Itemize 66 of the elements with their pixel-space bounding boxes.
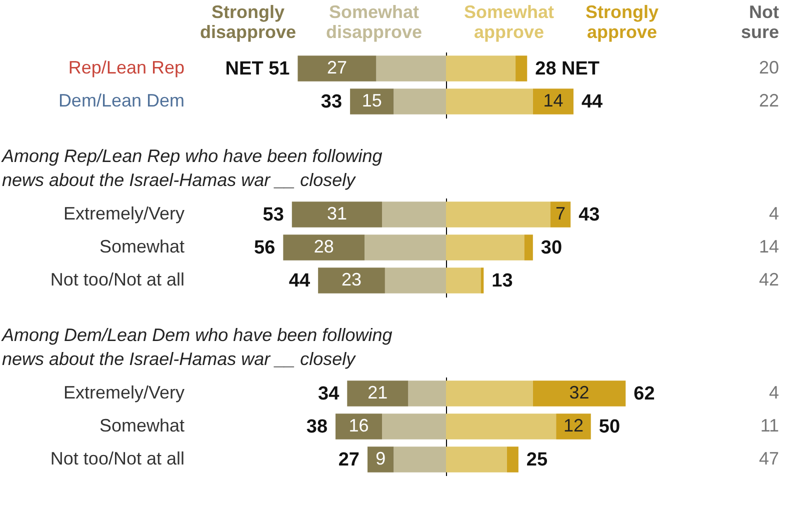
text: 14 bbox=[758, 236, 779, 256]
total-label: 38 bbox=[306, 416, 328, 438]
text: 47 bbox=[758, 448, 779, 468]
total-label: 43 bbox=[578, 204, 600, 226]
bar bbox=[532, 88, 574, 114]
series-label: Somewhat disapprove bbox=[326, 2, 422, 42]
bar bbox=[283, 234, 365, 260]
data-label: 15 bbox=[362, 90, 382, 110]
bar bbox=[336, 414, 382, 440]
total-label: 34 bbox=[318, 384, 340, 404]
y-tick-label: Not too/Not at all bbox=[50, 448, 184, 468]
y-tick-label: Not too/Not at all bbox=[50, 270, 184, 290]
data-label: 16 bbox=[348, 416, 369, 436]
total-label: 25 bbox=[526, 450, 548, 470]
bar bbox=[318, 268, 385, 294]
y-tick-label: Extremely/Very bbox=[63, 382, 184, 402]
total-label: 30 bbox=[540, 238, 562, 258]
data-label: 23 bbox=[341, 270, 362, 290]
data-label: 9 bbox=[376, 448, 386, 468]
data-label: 31 bbox=[326, 204, 347, 224]
total-label: 33 bbox=[320, 92, 342, 112]
y-tick-label: Dem/Lean Dem bbox=[58, 90, 184, 110]
bar bbox=[292, 202, 382, 228]
data-label: 28 bbox=[314, 236, 334, 256]
series-label: Somewhat approve bbox=[464, 2, 554, 42]
total-label: 53 bbox=[262, 204, 284, 226]
series-label: Strongly disapprove bbox=[200, 2, 296, 42]
text: 22 bbox=[758, 90, 779, 110]
text: 20 bbox=[758, 58, 779, 78]
total-label: 27 bbox=[338, 450, 360, 470]
chart-title: Among Dem/Lean Dem who have been following news about the Israel-Hamas war __ closely bbox=[1, 325, 392, 369]
text: Not sure bbox=[740, 2, 779, 42]
data-label: 32 bbox=[569, 382, 590, 402]
data-label: 14 bbox=[543, 90, 564, 110]
bar bbox=[367, 446, 394, 472]
text: 4 bbox=[768, 204, 779, 224]
text: 4 bbox=[768, 382, 779, 402]
total-label: 50 bbox=[598, 416, 620, 438]
y-tick-label: Rep/Lean Rep bbox=[68, 58, 184, 78]
total-label: 62 bbox=[634, 384, 655, 404]
y-tick-label: Somewhat bbox=[99, 416, 184, 436]
bar bbox=[556, 414, 591, 440]
total-label: 13 bbox=[492, 270, 513, 292]
bar bbox=[347, 380, 408, 406]
total-label: 28 NET bbox=[535, 58, 600, 80]
bar bbox=[516, 56, 528, 82]
bar bbox=[524, 234, 533, 260]
chart-title: Among Rep/Lean Rep who have been following news about the Israel-Hamas war __ closely bbox=[1, 146, 382, 190]
text: Strongly approve bbox=[585, 2, 659, 42]
y-tick-label: Extremely/Very bbox=[63, 204, 184, 224]
data-label: 21 bbox=[368, 382, 388, 402]
total-label: 44 bbox=[581, 92, 604, 112]
total-label: 44 bbox=[288, 270, 310, 292]
bar bbox=[532, 380, 626, 406]
total-label: 56 bbox=[254, 238, 276, 258]
data-label: 7 bbox=[555, 204, 566, 224]
bar bbox=[506, 446, 518, 472]
text: 42 bbox=[758, 270, 779, 290]
data-label: 12 bbox=[563, 416, 584, 436]
bar bbox=[298, 56, 376, 82]
y-tick-label: Somewhat bbox=[99, 236, 184, 256]
total-label: NET 51 bbox=[225, 58, 290, 80]
data-label: 27 bbox=[326, 58, 347, 78]
bar bbox=[550, 202, 571, 228]
text: 11 bbox=[760, 416, 779, 436]
bar bbox=[350, 88, 394, 114]
